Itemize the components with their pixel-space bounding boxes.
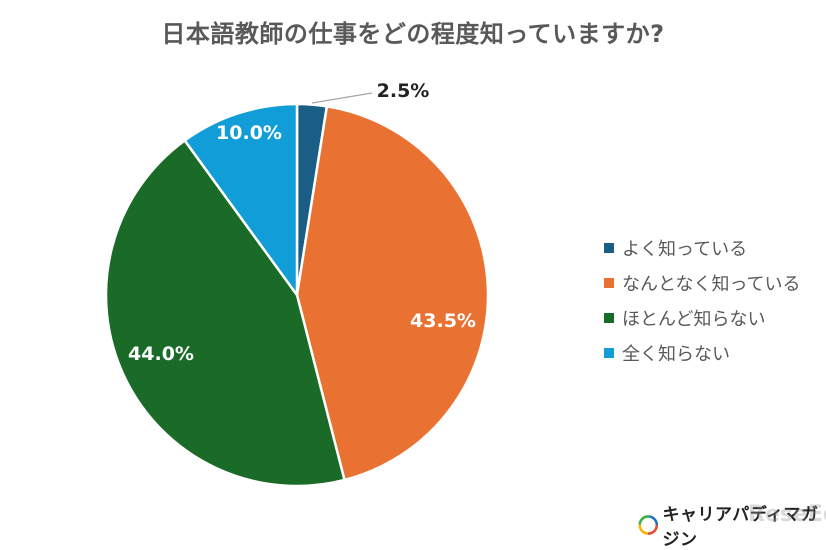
leader-line — [311, 92, 373, 104]
watermark: ReseEd — [748, 502, 826, 527]
pie-chart: 2.5% 43.5% 44.0% 10.0% — [104, 80, 490, 488]
brand-mark-icon — [638, 515, 659, 535]
legend-item-yoku: よく知っている — [604, 230, 801, 265]
legend-label: 全く知らない — [622, 343, 730, 365]
data-label: 43.5% — [410, 310, 476, 332]
data-label: 2.5% — [377, 80, 430, 102]
legend-label: ほとんど知らない — [622, 308, 766, 330]
data-label: 44.0% — [128, 343, 194, 365]
data-label: 10.0% — [216, 122, 282, 144]
legend-swatch-icon — [604, 242, 614, 253]
chart-title: 日本語教師の仕事をどの程度知っていますか? — [161, 20, 665, 48]
legend-item-mattaku: 全く知らない — [604, 335, 801, 370]
legend-swatch-icon — [604, 312, 614, 323]
pie-slice — [104, 138, 347, 488]
legend-item-nantonaku: なんとなく知っている — [604, 265, 801, 300]
legend-swatch-icon — [604, 277, 614, 288]
legend-label: なんとなく知っている — [622, 273, 801, 295]
chart-legend: よく知っている なんとなく知っている ほとんど知らない 全く知らない — [604, 230, 801, 370]
legend-swatch-icon — [604, 347, 614, 358]
pie-slice — [295, 104, 490, 482]
legend-label: よく知っている — [622, 238, 748, 260]
legend-item-hotondo: ほとんど知らない — [604, 300, 801, 335]
pie-slice — [182, 102, 299, 299]
